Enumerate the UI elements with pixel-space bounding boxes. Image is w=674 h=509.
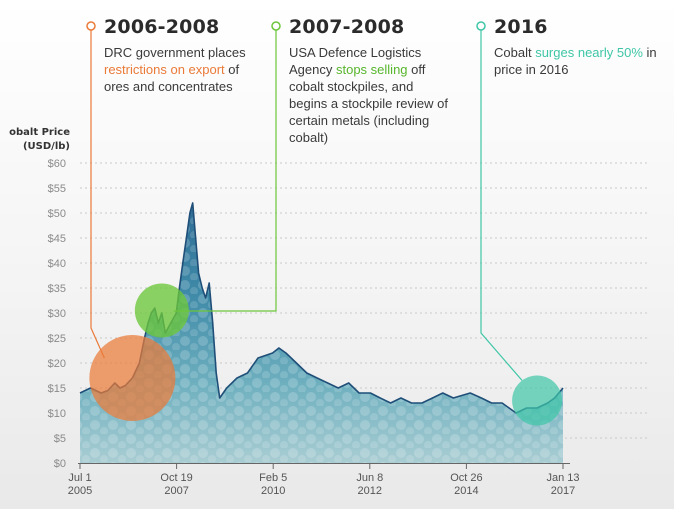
annotation-2-text: USA Defence Logistics Agency stops selli… <box>289 44 449 146</box>
y-axis-title: obalt Price (USD/lb) <box>0 126 70 154</box>
x-tick-year: 2007 <box>164 485 188 497</box>
x-tick-year: 2005 <box>68 485 92 497</box>
annotation-2-title: 2007-2008 <box>289 16 405 38</box>
annotation-3-title: 2016 <box>494 16 548 38</box>
x-tick-year: 2017 <box>551 485 575 497</box>
x-tick-year: 2014 <box>454 485 478 497</box>
x-tick-label: Jul 1 <box>68 472 91 484</box>
y-tick-label: $25 <box>48 333 66 345</box>
annotation-1-text: DRC government places restrictions on ex… <box>104 44 266 95</box>
annotation-1-text-b: of ores and concentrates <box>104 62 240 94</box>
y-tick-label: $60 <box>48 158 66 170</box>
annotation-dot-2 <box>271 21 281 31</box>
annotation-marker-2 <box>134 283 189 338</box>
y-tick-label: $20 <box>48 358 66 370</box>
annotation-marker-3 <box>512 375 563 426</box>
annotation-3-text-a: Cobalt <box>494 45 536 60</box>
y-tick-label: $30 <box>48 308 66 320</box>
y-tick-label: $5 <box>54 433 66 445</box>
annotation-dot-3 <box>476 21 486 31</box>
y-axis-title-line2: (USD/lb) <box>22 141 70 152</box>
y-tick-label: $35 <box>48 283 66 295</box>
annotation-1-text-a: DRC government places <box>104 45 246 60</box>
y-tick-label: $0 <box>54 458 66 470</box>
annotation-2-text-a: USA Defence Logistics Agency <box>289 45 422 77</box>
y-tick-label: $55 <box>48 183 66 195</box>
annotation-dot-1 <box>86 21 96 31</box>
annotation-2-highlight: stops selling <box>335 62 408 77</box>
annotation-leader-1 <box>90 26 105 359</box>
y-tick-label: $45 <box>48 233 66 245</box>
annotation-3-text-b: in price in 2016 <box>494 45 657 77</box>
y-tick-label: $15 <box>48 383 66 395</box>
annotation-1-title: 2006-2008 <box>104 16 220 38</box>
y-tick-label: $50 <box>48 208 66 220</box>
annotation-3-highlight: surges nearly 50% <box>535 45 643 60</box>
annotation-marker-1 <box>89 335 176 421</box>
annotation-3-text: Cobalt surges nearly 50% in price in 201… <box>494 44 669 78</box>
price-area-texture <box>80 203 563 463</box>
x-tick-label: Oct 26 <box>450 472 482 484</box>
x-tick-label: Jun 8 <box>356 472 383 484</box>
x-tick-label: Jan 13 <box>546 472 579 484</box>
x-tick-label: Oct 19 <box>160 472 192 484</box>
annotation-2-text-b: off cobalt stockpiles, and begins a stoc… <box>289 62 448 145</box>
y-axis: $0 $5 $10 $15 $20 $25 $30 $35 $40 $45 $50 $55 $60 <box>48 158 66 470</box>
x-tick-label: Feb 5 <box>259 472 287 484</box>
y-axis-title-line1: obalt Price <box>9 127 70 138</box>
annotation-leader-3 <box>480 26 523 381</box>
annotation-leader-2 <box>173 26 277 312</box>
y-tick-label: $40 <box>48 258 66 270</box>
annotation-markers <box>86 21 563 426</box>
x-tick-year: 2012 <box>358 485 382 497</box>
y-tick-label: $10 <box>48 408 66 420</box>
x-tick-year: 2010 <box>261 485 285 497</box>
annotation-1-highlight: restrictions on export <box>104 62 225 77</box>
